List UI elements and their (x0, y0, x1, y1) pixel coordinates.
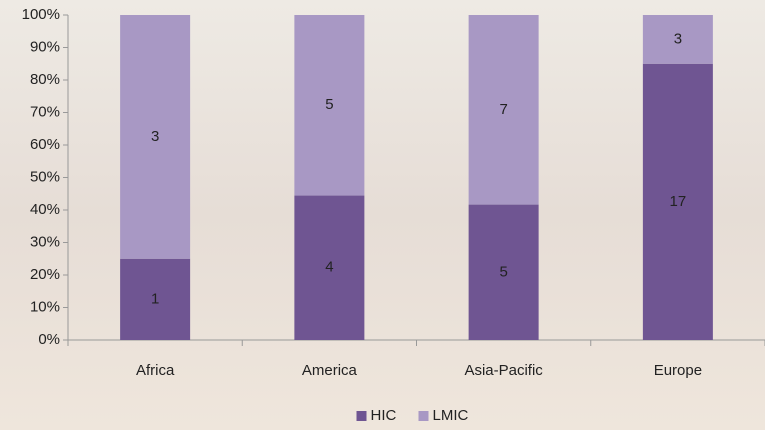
y-tick-label: 30% (30, 233, 60, 250)
data-label: 7 (499, 101, 507, 118)
data-label: 1 (151, 290, 159, 307)
x-tick-label: Europe (654, 362, 702, 379)
bar-segment (468, 15, 539, 205)
y-tick-label: 40% (30, 201, 60, 218)
data-label: 5 (499, 263, 507, 280)
x-tick-label: Africa (136, 362, 175, 379)
data-label: 3 (151, 128, 159, 145)
bar-segment (642, 15, 713, 64)
legend-swatch (356, 411, 367, 421)
y-tick-label: 80% (30, 71, 60, 88)
y-tick-label: 60% (30, 136, 60, 153)
legend-swatch (418, 411, 429, 421)
data-label: 17 (670, 193, 687, 210)
legend-label: LMIC (433, 407, 469, 424)
data-label: 5 (325, 96, 333, 113)
y-tick-label: 10% (30, 298, 60, 315)
y-tick-label: 50% (30, 168, 60, 185)
bar-segment (294, 195, 365, 340)
x-tick-label: America (302, 362, 358, 379)
bar-segment (642, 63, 713, 340)
y-tick-label: 20% (30, 266, 60, 283)
y-tick-label: 0% (38, 331, 60, 348)
y-tick-label: 90% (30, 38, 60, 55)
data-label: 3 (674, 30, 682, 47)
bar-segment (294, 15, 365, 196)
y-tick-label: 100% (22, 6, 60, 23)
x-tick-label: Asia-Pacific (464, 362, 543, 379)
data-label: 4 (325, 259, 333, 276)
legend-label: HIC (371, 407, 397, 424)
y-tick-label: 70% (30, 103, 60, 120)
bar-segment (120, 258, 191, 340)
bar-segment (120, 15, 191, 259)
bar-segment (468, 204, 539, 340)
